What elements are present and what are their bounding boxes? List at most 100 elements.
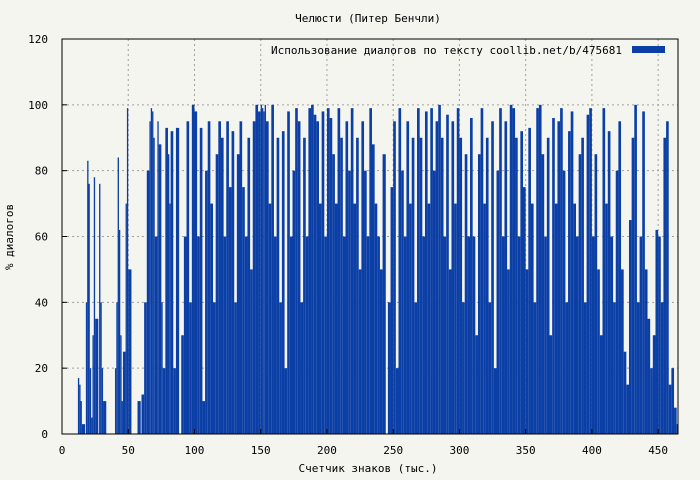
bar	[387, 302, 391, 434]
bar	[91, 417, 93, 434]
bar	[300, 302, 304, 434]
bar	[658, 236, 661, 434]
bar	[345, 121, 349, 434]
bar	[189, 302, 192, 434]
bar	[284, 368, 288, 434]
x-tick-label: 50	[122, 444, 135, 457]
bar	[371, 144, 375, 434]
bar	[414, 302, 418, 434]
bar	[120, 335, 122, 434]
bar	[538, 104, 542, 434]
bar	[597, 269, 600, 434]
bar	[295, 108, 298, 435]
x-tick-label: 100	[185, 444, 205, 457]
bar	[319, 203, 322, 434]
bar	[126, 108, 129, 435]
bar	[671, 368, 675, 434]
bar	[287, 111, 290, 435]
bar	[263, 111, 265, 435]
bar	[215, 154, 219, 434]
bar	[438, 104, 441, 434]
bar	[644, 269, 648, 434]
bar	[218, 121, 221, 434]
bar	[77, 378, 80, 434]
bar	[462, 302, 465, 434]
bar	[528, 127, 531, 435]
bar	[536, 108, 539, 435]
bar	[464, 154, 468, 434]
bar	[427, 203, 431, 434]
x-tick-label: 450	[648, 444, 668, 457]
bar	[501, 236, 505, 434]
bar	[226, 121, 229, 434]
bar	[154, 236, 158, 434]
bar	[116, 302, 118, 434]
bar	[573, 203, 576, 434]
bar	[118, 229, 121, 434]
bar	[239, 121, 243, 434]
bar	[504, 121, 508, 434]
bar	[557, 121, 561, 434]
bar	[305, 236, 309, 434]
bar	[356, 137, 359, 434]
bar	[79, 384, 81, 435]
y-tick-label: 120	[28, 33, 48, 46]
x-tick-label: 250	[383, 444, 403, 457]
bar	[152, 111, 154, 435]
bar	[583, 302, 587, 434]
y-tick-label: 100	[28, 99, 48, 112]
bar	[92, 335, 94, 434]
legend-swatch	[632, 46, 665, 53]
bar	[279, 302, 282, 434]
bar	[271, 104, 274, 434]
bar	[250, 269, 253, 434]
bar	[167, 154, 170, 434]
bar	[181, 335, 184, 434]
bar	[451, 121, 455, 434]
x-tick-label: 150	[251, 444, 271, 457]
bar	[332, 154, 335, 434]
bar	[493, 368, 497, 434]
bar	[647, 318, 651, 434]
bar	[507, 269, 510, 434]
bar	[244, 236, 248, 434]
y-tick-label: 40	[35, 296, 48, 309]
bar	[207, 121, 211, 434]
bar	[430, 108, 433, 435]
bar	[260, 104, 263, 434]
bar	[276, 137, 280, 434]
bar	[610, 236, 614, 434]
bar-series	[77, 104, 679, 435]
bar	[150, 108, 153, 435]
bar	[161, 302, 163, 434]
bar	[448, 269, 452, 434]
bar	[87, 160, 89, 435]
y-tick-label: 60	[35, 231, 48, 244]
bar	[88, 183, 90, 434]
bar	[530, 203, 534, 434]
bar	[435, 121, 439, 434]
bar	[202, 401, 206, 434]
bar	[432, 170, 436, 435]
bar	[191, 104, 195, 434]
bar	[149, 121, 151, 434]
bar	[268, 203, 272, 434]
bar	[586, 114, 590, 435]
bar	[533, 302, 537, 434]
bar	[626, 384, 629, 435]
bar	[281, 131, 285, 435]
bar	[602, 108, 606, 435]
y-tick-label: 80	[35, 165, 48, 178]
bar	[213, 302, 216, 434]
bar	[153, 137, 155, 434]
bar	[652, 335, 656, 434]
bar	[366, 236, 370, 434]
bar	[308, 108, 312, 435]
bar	[631, 137, 635, 434]
bar	[311, 104, 314, 434]
bar	[570, 111, 574, 435]
bar	[554, 203, 558, 434]
bar	[488, 302, 492, 434]
bar	[194, 111, 198, 435]
bar	[186, 121, 190, 434]
